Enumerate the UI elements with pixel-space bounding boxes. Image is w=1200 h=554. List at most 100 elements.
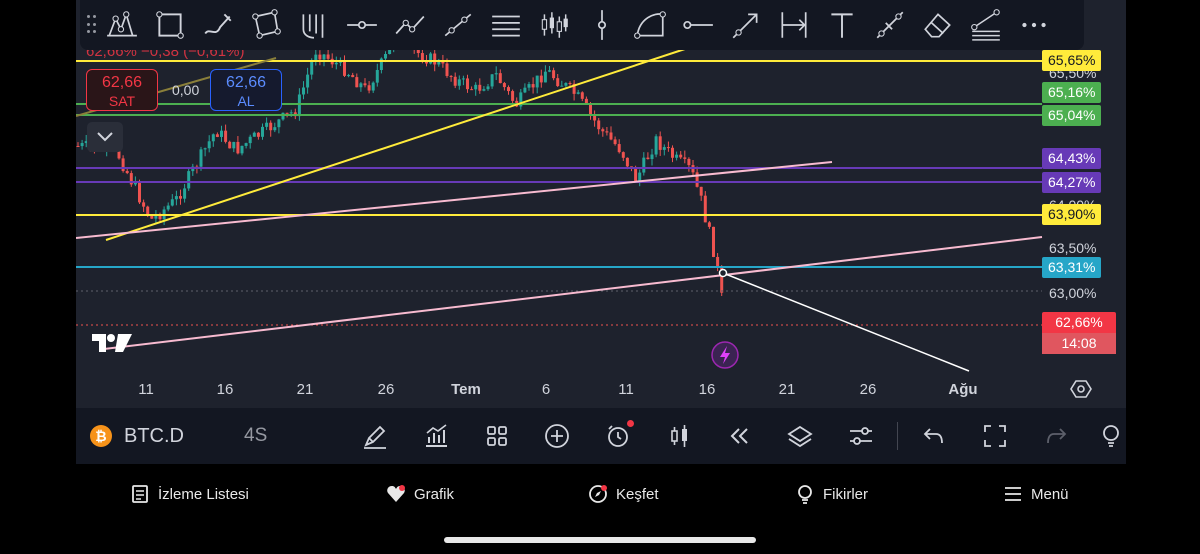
ideas-shortcut-button[interactable] — [1086, 408, 1126, 464]
candle-body — [617, 144, 621, 153]
candle-body — [511, 91, 515, 101]
pitchfork-tool-button[interactable] — [292, 3, 336, 47]
arrow-tool-button[interactable] — [724, 3, 768, 47]
pattern-tool-button[interactable] — [100, 3, 144, 47]
brush-tool-button[interactable] — [196, 3, 240, 47]
candle-body — [236, 141, 240, 154]
candle-body — [556, 78, 560, 87]
path-tool-button[interactable] — [388, 3, 432, 47]
layout-button[interactable] — [466, 408, 527, 464]
symbol-area[interactable]: ₿ BTC.D 4S — [76, 425, 345, 448]
date-range-tool-button[interactable] — [772, 3, 816, 47]
candle-body — [584, 98, 588, 105]
price-axis-label: 63,50% — [1049, 240, 1097, 256]
nav-list[interactable]: İzleme Listesi — [130, 484, 249, 504]
horizontal-ray-tool-button[interactable] — [340, 3, 384, 47]
trend-line-icon — [444, 13, 472, 37]
bar-countdown: 14:08 — [1042, 333, 1116, 354]
candle-body — [289, 112, 293, 114]
price-axis-label: 63,00% — [1049, 285, 1097, 301]
nav-lightbulb[interactable]: Fikirler — [795, 484, 868, 504]
draw-button[interactable] — [345, 408, 406, 464]
level-price-tag: 63,90% — [1042, 204, 1102, 225]
text-tool-button[interactable] — [820, 3, 864, 47]
undo-button[interactable] — [904, 408, 965, 464]
rectangle-tool-button[interactable] — [148, 3, 192, 47]
trend-line-tool-button[interactable] — [436, 3, 480, 47]
candle-body — [297, 94, 301, 117]
parallel-channel-tool-button[interactable] — [484, 3, 528, 47]
sell-button[interactable]: 62,66 SAT — [86, 69, 158, 111]
candle-body — [457, 79, 461, 86]
candle-body — [215, 134, 219, 137]
list-icon — [132, 485, 148, 503]
candle-body — [642, 157, 646, 173]
fullscreen-icon — [984, 425, 1007, 447]
candle-body — [265, 122, 269, 127]
polygon-tool-button[interactable] — [244, 3, 288, 47]
chart-frame[interactable]: 62,66% −0,38 (−0,61%) 62,66 SAT 0,00 62,… — [76, 0, 1126, 464]
candle-body — [125, 170, 129, 174]
candle-body — [605, 131, 609, 133]
rectangle-icon — [156, 11, 184, 39]
collapse-button[interactable] — [87, 122, 123, 152]
candle-body — [535, 75, 539, 88]
arc-tool-button[interactable] — [628, 3, 672, 47]
candle-body — [461, 78, 465, 80]
nav-compass[interactable]: Keşfet — [588, 484, 659, 504]
candle-body — [351, 75, 355, 78]
candle-body — [211, 134, 215, 142]
candle-body — [117, 145, 121, 159]
time-axis-label: 21 — [296, 381, 314, 398]
candle-body — [248, 136, 252, 144]
candle-body — [281, 112, 285, 120]
nav-chart-heart[interactable]: Grafik — [386, 484, 454, 504]
chart-type-button[interactable] — [648, 408, 709, 464]
candle-body — [716, 256, 720, 267]
redo-icon — [1046, 428, 1067, 444]
alert-notification-dot — [627, 420, 635, 427]
rewind-icon — [730, 428, 749, 444]
settings-button[interactable] — [830, 408, 891, 464]
lightning-icon[interactable] — [711, 341, 739, 369]
home-indicator[interactable] — [444, 537, 756, 543]
spread-value: 0,00 — [172, 82, 200, 98]
redo-button[interactable] — [1025, 408, 1086, 464]
drag-handle[interactable] — [84, 11, 100, 39]
axis-settings-button[interactable] — [1070, 378, 1092, 405]
candle-body — [552, 70, 556, 79]
nav-hamburger[interactable]: Menü — [1003, 484, 1069, 504]
fib-tool-button[interactable] — [964, 3, 1008, 47]
candle-body — [334, 62, 338, 65]
symbol-name[interactable]: BTC.D — [124, 424, 184, 447]
eraser-icon — [924, 13, 951, 38]
objects-tree-button[interactable] — [770, 408, 831, 464]
replay-button[interactable] — [709, 408, 770, 464]
add-button[interactable] — [527, 408, 588, 464]
candle-body — [609, 132, 613, 140]
price-chart[interactable] — [76, 0, 1126, 408]
horizontal-line-tool-button[interactable] — [676, 3, 720, 47]
fullscreen-button[interactable] — [965, 408, 1026, 464]
candle-body — [273, 127, 277, 131]
ruler-tool-button[interactable] — [868, 3, 912, 47]
vertical-line-tool-button[interactable] — [580, 3, 624, 47]
candle-body — [220, 130, 223, 137]
indicators-button[interactable] — [405, 408, 466, 464]
buy-button[interactable]: 62,66 AL — [210, 69, 282, 111]
hexagon-gear-icon — [1070, 380, 1092, 398]
eraser-tool-button[interactable] — [916, 3, 960, 47]
alert-button[interactable] — [588, 408, 649, 464]
plus-circle-icon — [545, 424, 570, 448]
grid-icon — [486, 426, 507, 446]
candles — [76, 34, 724, 296]
candle-body — [654, 136, 658, 155]
candle-body — [568, 83, 572, 85]
candle-body — [683, 157, 687, 159]
yellow-trend-line — [105, 47, 689, 241]
interval-selector[interactable]: 4S — [244, 425, 268, 446]
candle-body — [187, 171, 191, 189]
candle-body — [720, 266, 724, 293]
candle-tool-button[interactable] — [532, 3, 576, 47]
more-tool-button[interactable] — [1012, 3, 1056, 47]
